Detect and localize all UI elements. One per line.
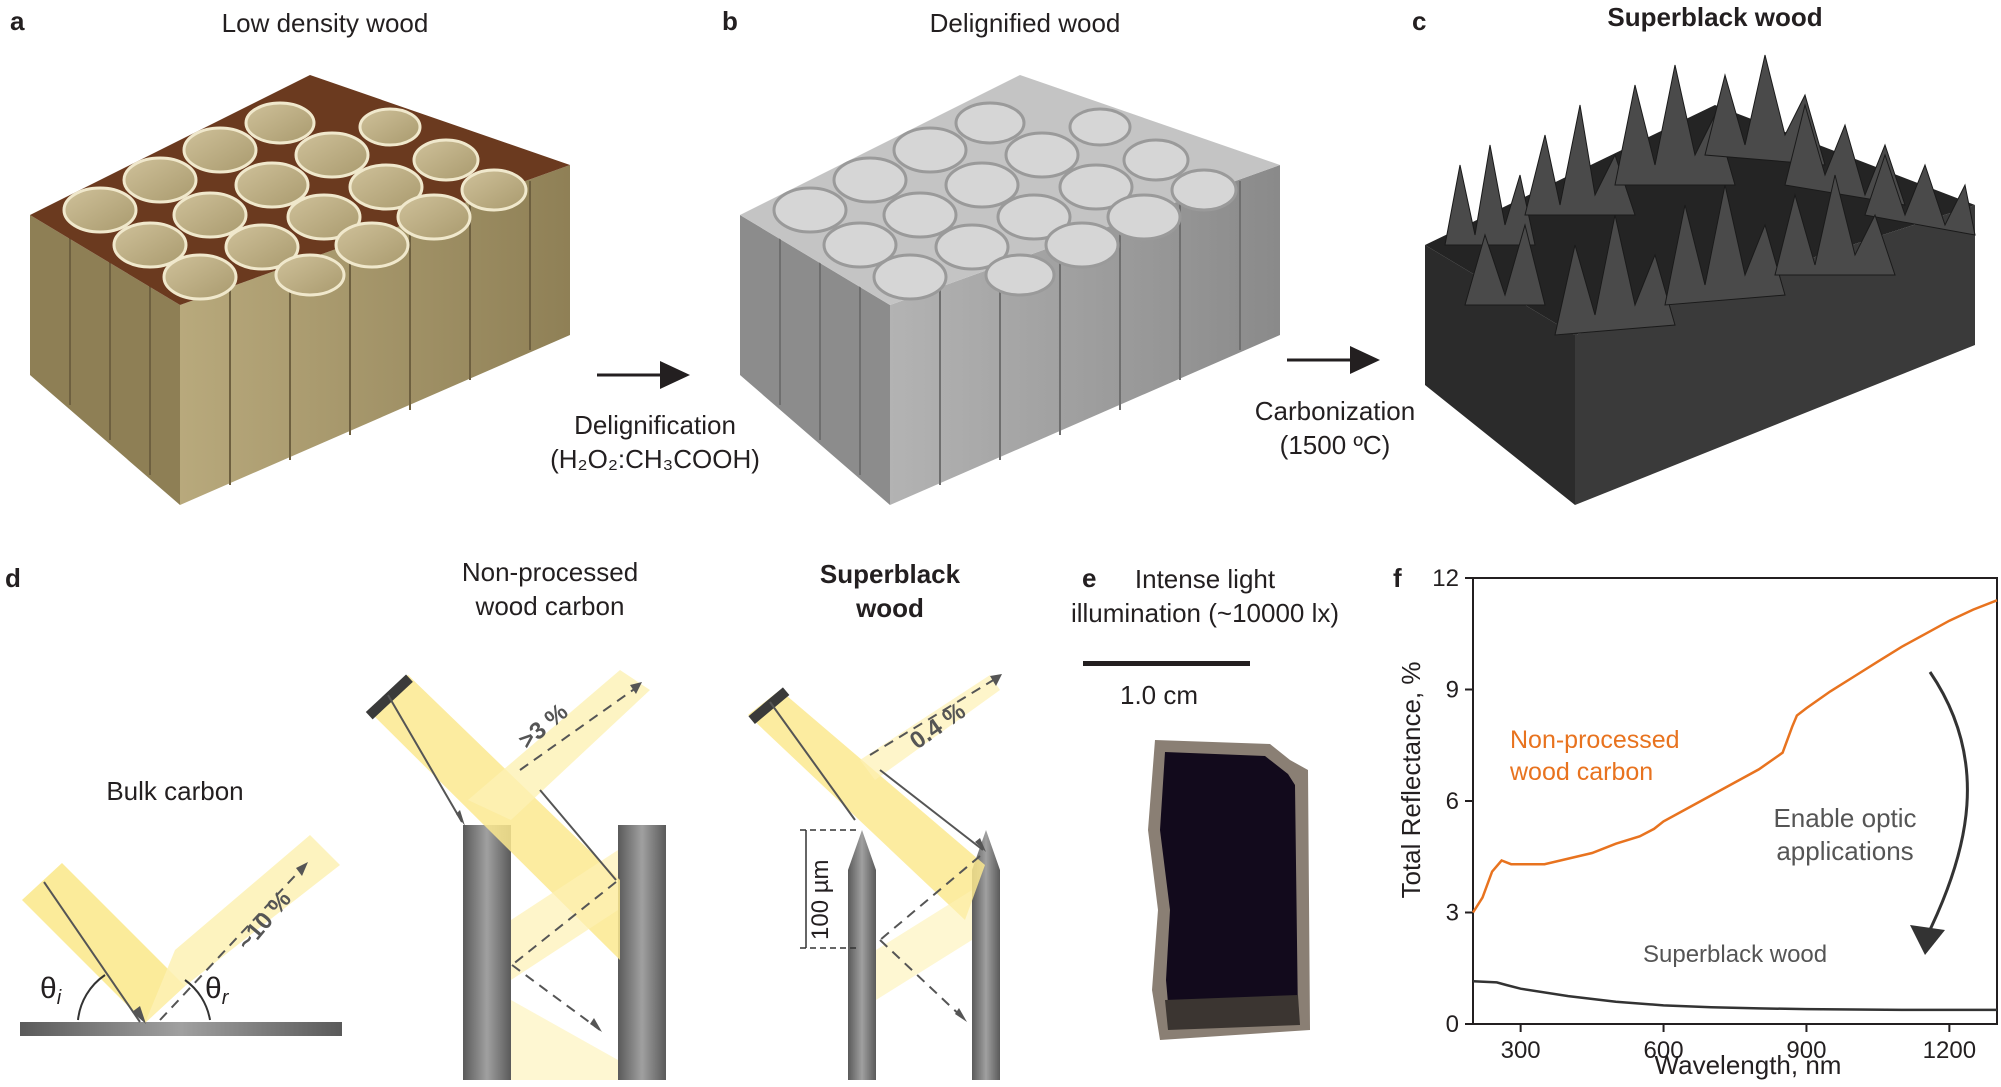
scale-bar <box>1083 661 1250 666</box>
x-tick-label: 1200 <box>1923 1037 1976 1064</box>
curved-arrow-icon <box>1923 671 1969 941</box>
title-line: wood carbon <box>475 591 625 621</box>
step-condition: (1500 ºC) <box>1279 430 1391 460</box>
superblack-spike-right <box>972 830 1000 1080</box>
bulk-carbon-surface <box>20 1022 342 1036</box>
superblack-wood-illustration <box>1425 54 1976 505</box>
series-line-nonprocessed <box>1471 599 1998 914</box>
superblack-wood-photo <box>1148 740 1310 1040</box>
panel-c-label: c <box>1412 6 1427 36</box>
series-label-nonprocessed: wood carbon <box>1509 758 1653 786</box>
low-density-wood-illustration <box>30 75 570 505</box>
y-axis-label: Total Reflectance, % <box>1396 661 1426 898</box>
panel-a-title: Low density wood <box>221 8 429 38</box>
title-line: Superblack <box>819 559 961 589</box>
title-line: wood <box>856 593 924 623</box>
y-tick-label: 3 <box>1446 900 1459 927</box>
bulk-carbon-title: Bulk carbon <box>106 776 244 806</box>
carbonization-step-label: Carbonization (1500 ºC) <box>1225 394 1445 462</box>
reflected-beam <box>145 835 340 1023</box>
arrow-head-icon <box>1910 925 1945 955</box>
delignified-wood-illustration <box>740 75 1280 505</box>
nonprocessed-title: Non-processed wood carbon <box>430 555 670 623</box>
delignification-step-label: Delignification (H₂O₂:CH₃COOH) <box>535 408 775 476</box>
arrow-right-icon <box>1287 346 1380 374</box>
panel-d-label: d <box>5 563 21 593</box>
title-line: Intense light <box>1134 564 1276 594</box>
y-tick-label: 9 <box>1446 677 1459 704</box>
y-tick-label: 6 <box>1446 788 1459 815</box>
x-tick-label: 300 <box>1501 1037 1541 1064</box>
incident-beam <box>748 690 985 920</box>
panel-f-label: f <box>1393 563 1402 593</box>
arrow-right-icon <box>597 361 690 389</box>
wood-pillar-left <box>463 825 511 1080</box>
superblack-d-title: Superblack wood <box>800 557 980 625</box>
title-line: Non-processed <box>461 557 639 587</box>
y-tick-label: 12 <box>1432 565 1459 592</box>
x-tick-label: 600 <box>1644 1037 1684 1064</box>
scale-bar-label: 1.0 cm <box>1120 680 1199 710</box>
reflected-beam <box>468 670 650 820</box>
panel-b-title: Delignified wood <box>929 8 1121 38</box>
annotation-label: Enable optic <box>1773 803 1916 833</box>
panel-e-label: e <box>1082 563 1097 593</box>
annotation-label: applications <box>1776 836 1913 866</box>
reflectance-chart: 300 600 900 1200 0 3 6 9 12 Wavelength, nm Total… <box>1396 565 1998 1080</box>
superblack-reflect-label: 0.4 % <box>905 698 971 755</box>
incident-beam <box>22 863 185 1023</box>
x-axis-label: Wavelength, nm <box>1655 1050 1842 1080</box>
panel-b-label: b <box>722 6 738 36</box>
light-reflection-diagram: θi θr ~10 % >3 % 100 µm 0.4 % <box>20 670 1002 1080</box>
y-tick-label: 0 <box>1446 1011 1459 1038</box>
theta-i-label: θi <box>40 972 62 1009</box>
reflected-beam <box>860 675 1000 780</box>
superblack-spike-left <box>848 830 876 1080</box>
panel-c-title: Superblack wood <box>1607 2 1823 32</box>
series-line-superblack <box>1472 980 1997 1012</box>
wood-pillar-right <box>618 825 666 1080</box>
x-tick-label: 900 <box>1786 1037 1826 1064</box>
step-name: Carbonization <box>1254 396 1416 426</box>
step-name: Delignification <box>574 410 736 440</box>
scale-100um-label: 100 µm <box>807 859 834 940</box>
series-label-superblack: Superblack wood <box>1643 941 1827 968</box>
panel-e-title: Intense light illumination (~10000 lx) <box>1055 562 1355 630</box>
panel-a-label: a <box>10 6 25 36</box>
title-line: illumination (~10000 lx) <box>1070 598 1340 628</box>
incident-beam <box>368 675 620 960</box>
theta-r-label: θr <box>205 972 230 1009</box>
step-condition: (H₂O₂:CH₃COOH) <box>550 444 760 474</box>
series-label-nonprocessed: Non-processed <box>1510 726 1680 754</box>
